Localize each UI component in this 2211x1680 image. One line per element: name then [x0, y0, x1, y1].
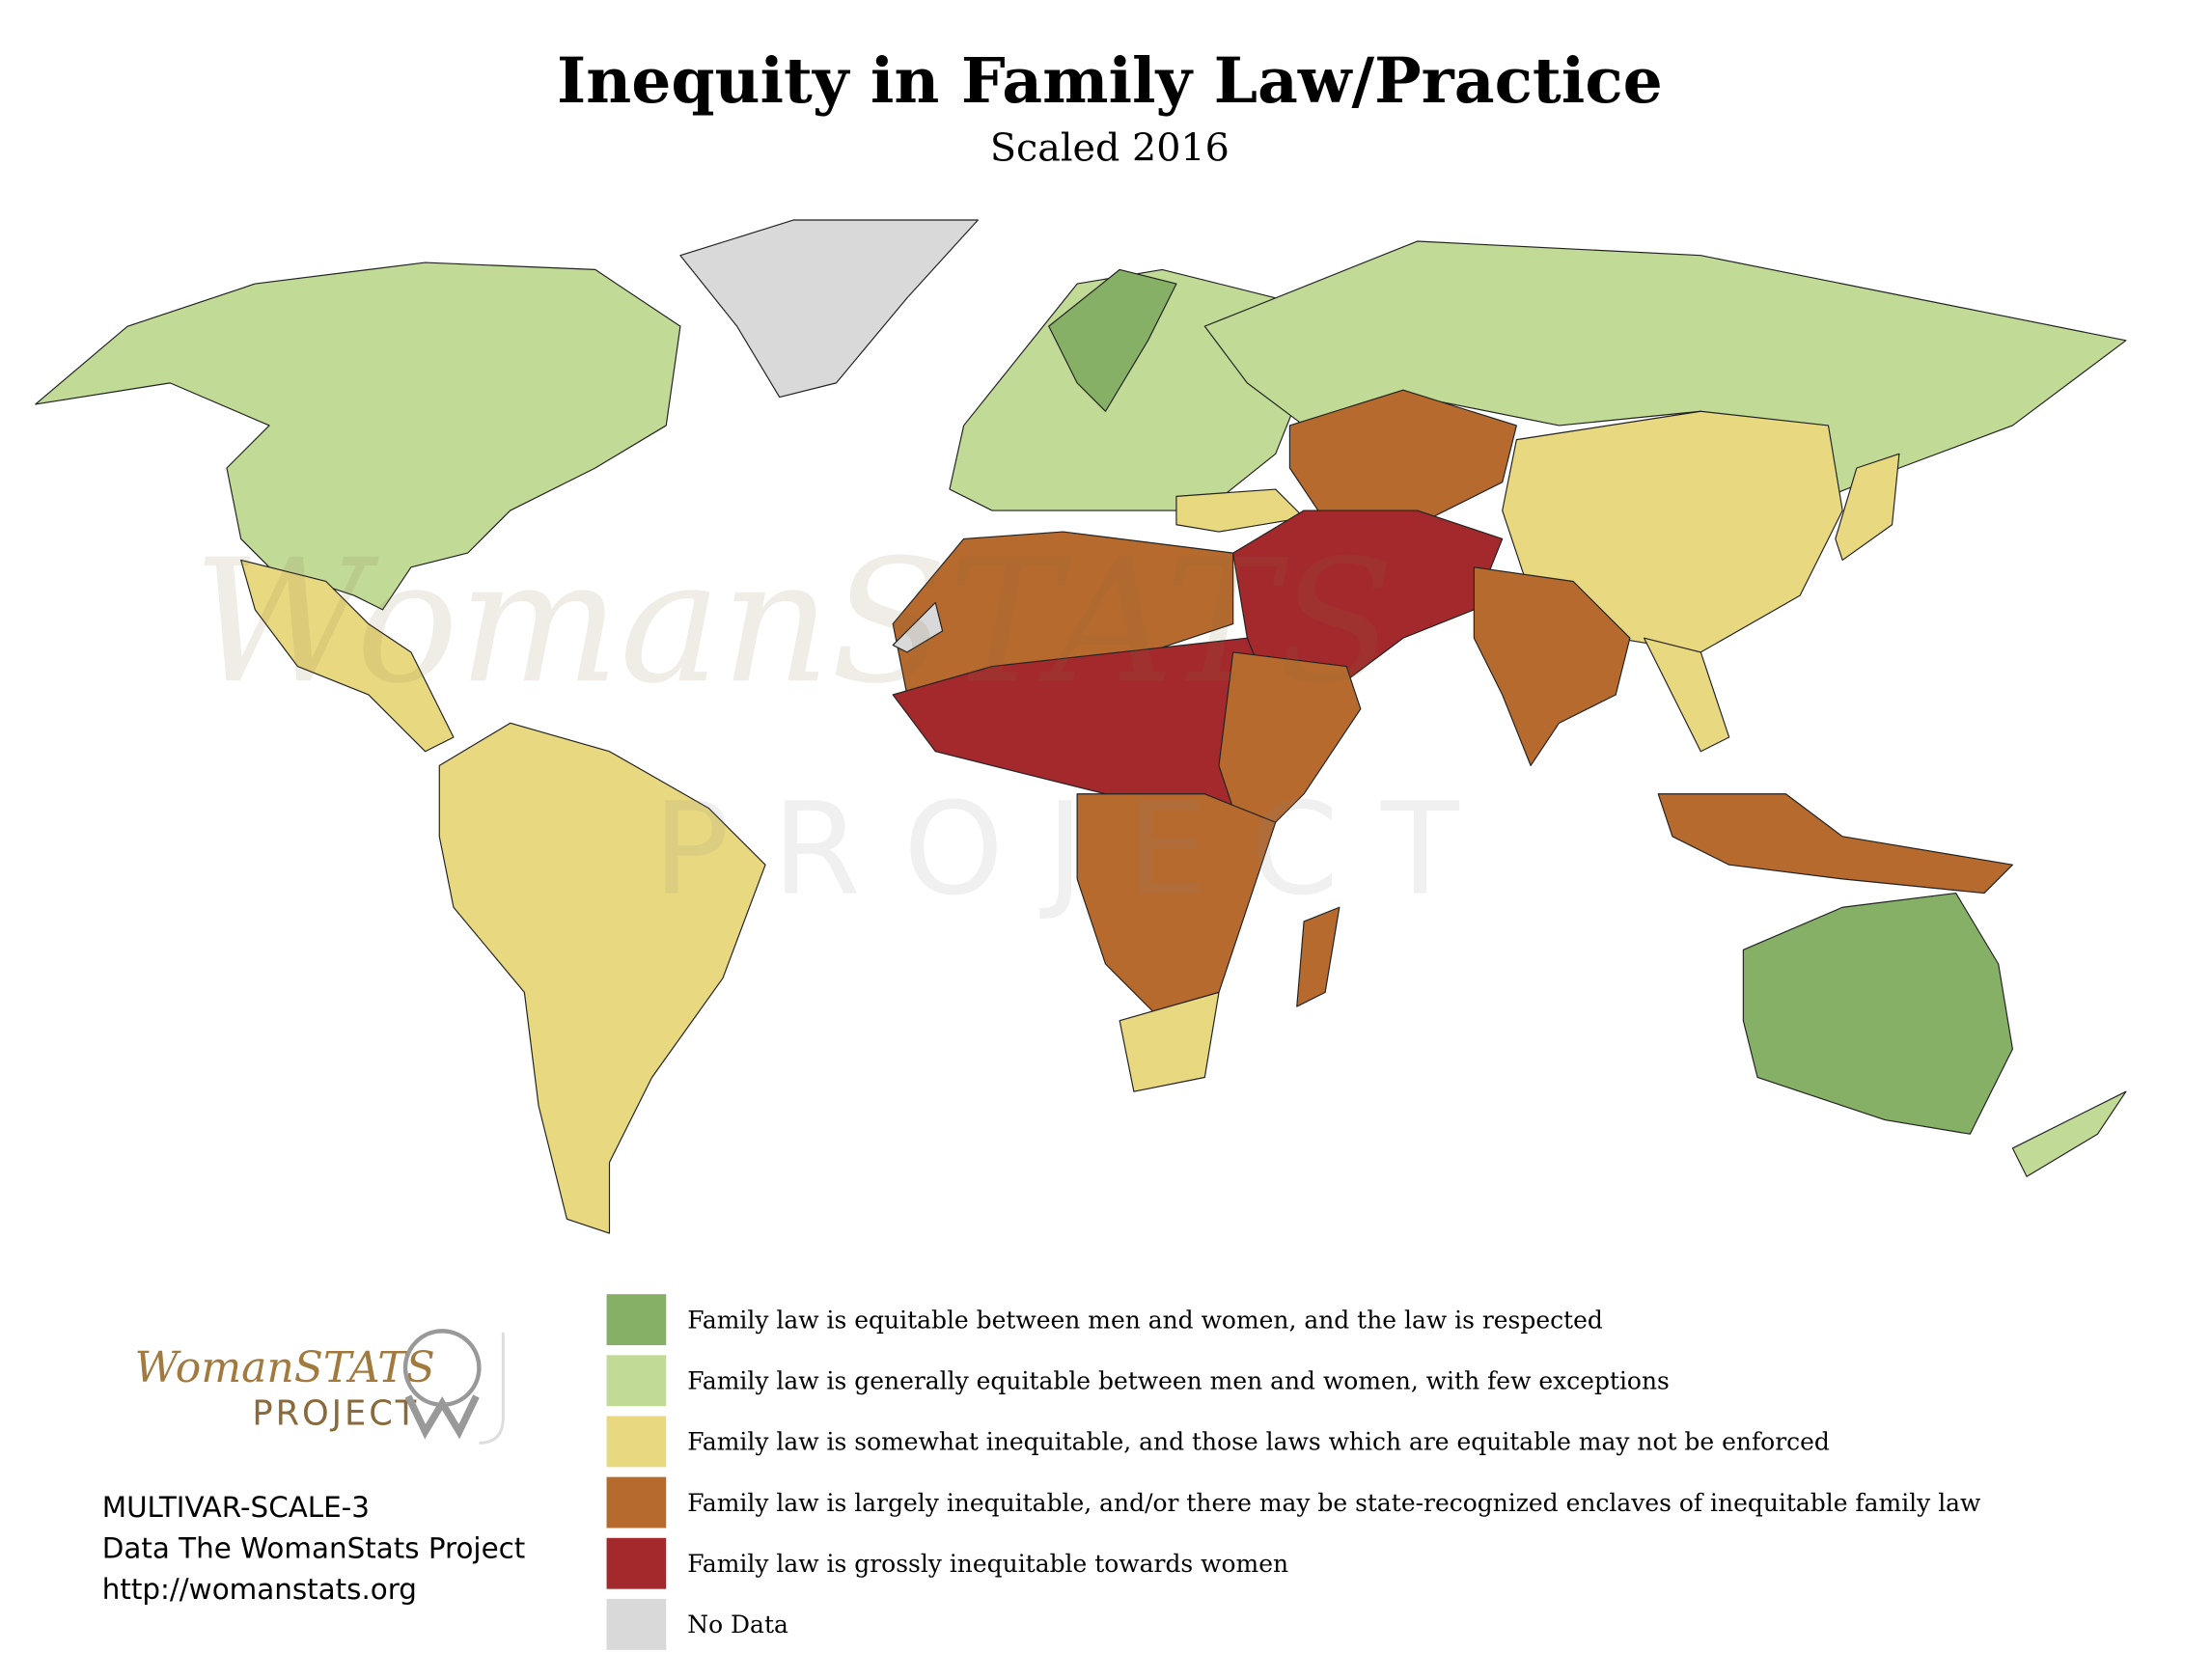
legend-swatch — [606, 1537, 667, 1589]
legend-swatch — [606, 1355, 667, 1407]
legend-label: Family law is largely inequitable, and/o… — [687, 1489, 1981, 1517]
watermark-sub: PROJECT — [652, 776, 1501, 924]
footer-line: Data The WomanStats Project — [102, 1531, 526, 1564]
footer-line: http://womanstats.org — [102, 1573, 417, 1606]
footer: MULTIVAR-SCALE-3 Data The WomanStats Proj… — [102, 1491, 526, 1606]
logo-brand: WomanSTATS — [135, 1343, 435, 1392]
indochina — [1643, 637, 1730, 753]
watermark-brand: WomanSTATS — [193, 522, 1395, 721]
legend-label: Family law is generally equitable betwee… — [687, 1367, 1670, 1395]
logo-frame — [479, 1332, 505, 1445]
logo: WomanSTATS PROJECT — [135, 1329, 505, 1445]
south-america — [438, 722, 766, 1234]
legend-label: Family law is grossly inequitable toward… — [687, 1550, 1288, 1578]
legend-swatch — [606, 1476, 667, 1529]
madagascar — [1296, 906, 1340, 1007]
turkey — [1175, 488, 1305, 533]
south-africa — [1119, 991, 1220, 1092]
greenland — [679, 219, 979, 399]
legend-label: No Data — [687, 1611, 788, 1639]
central-america — [240, 559, 455, 753]
legend-swatch — [606, 1294, 667, 1346]
japan — [1835, 453, 1900, 562]
legend-label: Family law is somewhat inequitable, and … — [687, 1428, 1830, 1456]
north-america — [35, 262, 681, 611]
legend: Family law is equitable between men and … — [606, 1294, 1981, 1650]
logo-sub: PROJECT — [252, 1393, 419, 1433]
east-africa — [1218, 651, 1362, 852]
title: Inequity in Family Law/Practice — [557, 44, 1663, 118]
new-zealand — [2011, 1090, 2127, 1177]
world-map — [35, 219, 2127, 1234]
subtitle: Scaled 2016 — [990, 125, 1230, 170]
footer-line: MULTIVAR-SCALE-3 — [102, 1491, 370, 1524]
india — [1473, 566, 1631, 766]
legend-swatch — [606, 1416, 667, 1468]
central-asia — [1288, 389, 1517, 526]
legend-swatch — [606, 1598, 667, 1650]
western-sahara — [892, 601, 944, 653]
china — [1502, 410, 1843, 653]
watermark: WomanSTATS PROJECT — [193, 522, 1501, 924]
logo-hands — [404, 1394, 480, 1440]
legend-label: Family law is equitable between men and … — [687, 1306, 1603, 1334]
indonesia — [1657, 793, 2013, 895]
australia — [1742, 892, 2013, 1135]
scandinavia — [1048, 268, 1177, 412]
